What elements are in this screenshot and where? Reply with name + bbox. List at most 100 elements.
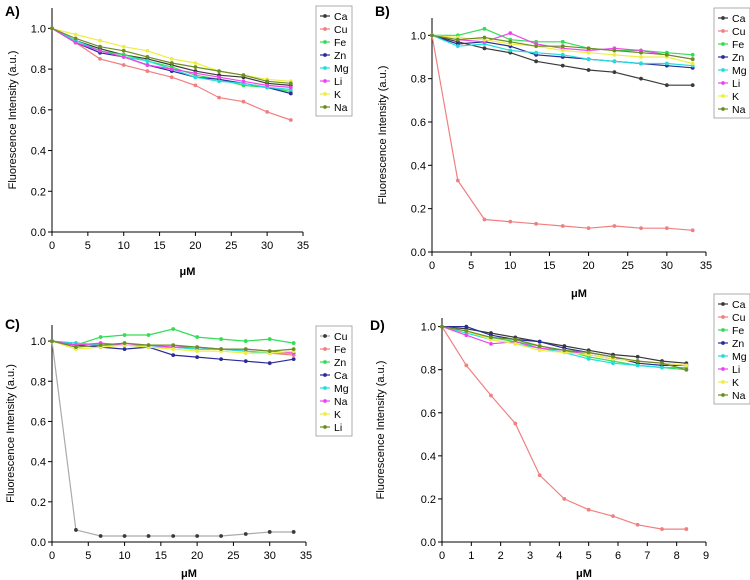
x-tick-label: 25 xyxy=(225,240,237,252)
legend-box xyxy=(713,7,750,119)
legend-entry: Li xyxy=(334,76,342,88)
data-point-li xyxy=(98,343,103,347)
data-point-li xyxy=(267,349,272,354)
data-point-k xyxy=(193,61,198,65)
data-point-li xyxy=(265,83,270,88)
x-tick-label: 0 xyxy=(429,260,435,272)
y-axis-label: Fluorescence Intensity (a.u.) xyxy=(375,361,387,500)
data-point-cu xyxy=(534,221,539,226)
data-point-ca xyxy=(664,83,669,88)
x-tick-label: 35 xyxy=(297,240,309,252)
legend-swatch-marker xyxy=(323,334,327,338)
data-point-k xyxy=(513,341,518,346)
y-tick-label: 0.6 xyxy=(31,416,46,428)
x-tick-label: 0 xyxy=(439,550,445,562)
y-tick-label: 0.0 xyxy=(421,537,436,549)
data-point-cu xyxy=(612,224,617,228)
panel-2: C) 0.0 0.2 0.4 0.6 0.8 1.0 0 5 10 15 20 25 30 35 Fluore… xyxy=(5,316,353,580)
data-point-na xyxy=(50,26,54,31)
legend-entry: Mg xyxy=(334,63,349,75)
legend-entry: Na xyxy=(334,396,348,408)
y-axis-label: Fluorescence Intensity (a.u.) xyxy=(7,51,19,190)
data-point-ca xyxy=(534,59,539,64)
legend-entry: Ca xyxy=(732,299,746,311)
series-line-k xyxy=(51,27,291,82)
data-point-li xyxy=(489,341,493,346)
legend-swatch-marker xyxy=(721,29,725,33)
data-point-ca xyxy=(560,63,565,68)
legend-entry: Fe xyxy=(334,37,346,49)
x-tick-label: 3 xyxy=(527,550,533,562)
data-point-na xyxy=(98,44,102,49)
data-point-na xyxy=(513,337,518,342)
panel-label: C) xyxy=(5,316,20,332)
legend-box xyxy=(713,293,750,405)
y-tick-label: 0.8 xyxy=(411,74,426,86)
series-line-zn xyxy=(51,328,294,346)
data-point-cu xyxy=(508,219,513,224)
data-point-mg xyxy=(664,61,669,66)
legend-swatch-marker xyxy=(323,347,327,351)
x-tick-label: 25 xyxy=(227,550,239,562)
legend-entry: Zn xyxy=(732,338,744,350)
data-point-fe xyxy=(482,26,487,31)
legend-entry: K xyxy=(732,377,739,389)
data-point-k xyxy=(612,52,617,57)
data-point-na xyxy=(537,344,542,348)
x-axis-label: μM xyxy=(571,288,587,300)
legend-entry: Zn xyxy=(334,357,346,369)
data-point-mg xyxy=(217,79,221,84)
data-point-li xyxy=(193,71,198,76)
legend-swatch-marker xyxy=(323,386,327,390)
y-tick-label: 0.0 xyxy=(31,537,46,549)
data-point-li xyxy=(145,63,150,67)
data-point-zn xyxy=(243,339,248,343)
data-point-na xyxy=(560,44,565,49)
data-point-cu xyxy=(146,534,151,538)
legend-swatch-marker xyxy=(721,315,725,319)
data-point-zn xyxy=(195,335,200,339)
data-point-ca xyxy=(122,347,127,352)
data-point-na xyxy=(455,37,460,42)
data-point-cu xyxy=(464,363,469,368)
data-point-zn xyxy=(146,333,151,337)
x-tick-label: 35 xyxy=(300,550,312,562)
data-point-na xyxy=(430,33,434,38)
x-tick-label: 25 xyxy=(622,260,634,272)
x-tick-label: 15 xyxy=(543,260,555,272)
legend-entry: Mg xyxy=(732,351,747,363)
legend-swatch-marker xyxy=(721,393,725,397)
x-tick-label: 20 xyxy=(189,240,201,252)
x-tick-label: 20 xyxy=(191,550,203,562)
legend-swatch-marker xyxy=(721,328,725,332)
legend-swatch-marker xyxy=(323,53,327,57)
legend-box xyxy=(315,5,353,117)
x-tick-label: 15 xyxy=(155,550,167,562)
legend-entry: Ca xyxy=(732,13,746,25)
panel-label: A) xyxy=(5,3,20,19)
data-point-na xyxy=(639,50,643,55)
y-tick-label: 0.2 xyxy=(421,494,436,506)
data-point-zn xyxy=(291,341,296,345)
y-tick-label: 0.4 xyxy=(421,451,436,463)
data-point-mg xyxy=(639,61,643,66)
data-point-zn xyxy=(98,335,103,339)
y-tick-label: 0.4 xyxy=(411,160,426,172)
data-point-na xyxy=(265,79,270,84)
legend-swatch-marker xyxy=(323,425,327,429)
legend-swatch-marker xyxy=(323,66,327,70)
data-point-cu xyxy=(121,63,126,67)
y-tick-label: 0.6 xyxy=(421,408,436,420)
data-point-na xyxy=(612,48,617,53)
legend-swatch-marker xyxy=(721,16,725,20)
data-point-na xyxy=(690,57,695,62)
x-tick-label: 35 xyxy=(700,260,712,272)
legend-swatch-marker xyxy=(323,14,327,18)
data-point-cu xyxy=(219,534,223,538)
x-tick-label: 8 xyxy=(674,550,680,562)
data-point-ca xyxy=(291,357,296,362)
data-point-ca xyxy=(219,357,223,362)
legend-entry: Ca xyxy=(334,370,348,382)
x-tick-label: 0 xyxy=(49,550,55,562)
